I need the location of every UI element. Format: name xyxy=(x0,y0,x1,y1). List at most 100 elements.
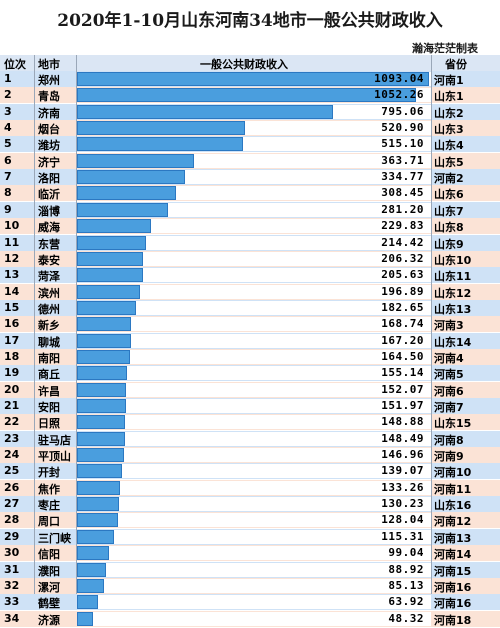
rank-label: 26 xyxy=(4,480,20,494)
value-label: 155.14 xyxy=(381,366,424,380)
province-label: 河南11 xyxy=(434,482,472,496)
table-row: 2 青岛 1052.26 山东1 xyxy=(0,87,500,104)
value-label: 88.92 xyxy=(388,562,424,576)
city-label: 济南 xyxy=(38,106,60,120)
city-label: 临沂 xyxy=(38,188,60,202)
city-label: 青岛 xyxy=(38,90,60,104)
table-row: 9 淄博 281.20 山东7 xyxy=(0,201,500,218)
city-label: 郑州 xyxy=(38,74,60,87)
rank-label: 3 xyxy=(4,104,12,118)
table-row: 31 濮阳 88.92 河南15 xyxy=(0,561,500,578)
city-label: 平顶山 xyxy=(38,450,71,464)
bar-track xyxy=(77,464,431,479)
bar-track xyxy=(77,497,431,512)
bar-track xyxy=(77,219,431,234)
city-label: 济源 xyxy=(38,613,60,627)
bar xyxy=(77,415,125,430)
bar xyxy=(77,251,144,266)
bar-track xyxy=(77,513,431,528)
city-label: 驻马店 xyxy=(38,433,71,447)
value-label: 229.83 xyxy=(381,219,424,233)
rank-label: 29 xyxy=(4,529,20,543)
table-row: 20 许昌 152.07 河南6 xyxy=(0,381,500,398)
city-label: 南阳 xyxy=(38,351,60,365)
province-label: 河南14 xyxy=(434,548,472,562)
value-label: 148.88 xyxy=(381,415,424,429)
table-row: 5 潍坊 515.10 山东4 xyxy=(0,136,500,153)
bar xyxy=(77,88,416,103)
chart-title: 2020年1-10月山东河南34地市一般公共财政收入 xyxy=(57,11,443,31)
province-label: 河南5 xyxy=(434,368,464,382)
bar-track xyxy=(77,72,431,86)
city-label: 威海 xyxy=(38,221,60,235)
province-label: 山东12 xyxy=(434,286,472,300)
rank-label: 19 xyxy=(4,366,20,380)
province-label: 河南18 xyxy=(434,613,472,627)
table-header: 位次 地市 一般公共财政收入 省份 xyxy=(0,55,500,71)
city-label: 安阳 xyxy=(38,401,60,414)
bar xyxy=(77,235,147,250)
bar-track xyxy=(77,431,431,446)
bar xyxy=(77,546,109,561)
table-row: 25 开封 139.07 河南10 xyxy=(0,463,500,480)
city-label: 三门峡 xyxy=(38,531,71,545)
province-label: 山东16 xyxy=(434,499,472,513)
province-label: 山东13 xyxy=(434,302,472,316)
bar-track xyxy=(77,170,431,185)
value-label: 115.31 xyxy=(381,529,424,543)
city-label: 东营 xyxy=(38,237,60,251)
province-label: 山东7 xyxy=(434,204,464,218)
divider-value xyxy=(431,55,432,594)
bar-track xyxy=(77,300,431,315)
value-label: 167.20 xyxy=(381,333,424,347)
table-row: 29 三门峡 115.31 河南13 xyxy=(0,528,500,545)
table-row: 8 临沂 308.45 山东6 xyxy=(0,185,500,202)
rank-label: 11 xyxy=(4,235,20,249)
table-row: 32 漯河 85.13 河南16 xyxy=(0,577,500,594)
bar-track xyxy=(77,235,431,250)
rank-label: 4 xyxy=(4,121,12,135)
table-row: 27 枣庄 130.23 山东16 xyxy=(0,496,500,513)
province-label: 河南15 xyxy=(434,564,472,578)
city-label: 周口 xyxy=(38,515,60,529)
bar-track xyxy=(77,349,431,364)
province-label: 山东15 xyxy=(434,417,472,431)
table-row: 11 东营 214.42 山东9 xyxy=(0,234,500,251)
bar-track xyxy=(77,595,431,610)
province-label: 山东14 xyxy=(434,335,472,349)
bar xyxy=(77,578,105,593)
province-label: 河南6 xyxy=(434,384,464,398)
rank-label: 9 xyxy=(4,202,12,216)
bar xyxy=(77,284,141,299)
table-row: 30 信阳 99.04 河南14 xyxy=(0,545,500,562)
rank-label: 15 xyxy=(4,300,20,314)
province-label: 山东9 xyxy=(434,237,464,251)
rank-label: 24 xyxy=(4,448,20,462)
table-row: 19 商丘 155.14 河南5 xyxy=(0,365,500,382)
province-label: 河南2 xyxy=(434,172,464,186)
province-label: 河南8 xyxy=(434,433,464,447)
province-label: 山东6 xyxy=(434,188,464,202)
value-label: 795.06 xyxy=(381,104,424,118)
value-label: 205.63 xyxy=(381,268,424,282)
table-row: 26 焦作 133.26 河南11 xyxy=(0,479,500,496)
bar xyxy=(77,153,195,168)
city-label: 菏泽 xyxy=(38,270,60,284)
rank-label: 7 xyxy=(4,170,12,184)
bar xyxy=(77,186,177,201)
bar xyxy=(77,497,119,512)
value-label: 151.97 xyxy=(381,399,424,412)
bar xyxy=(77,202,168,217)
value-label: 520.90 xyxy=(381,121,424,135)
bar xyxy=(77,382,126,397)
table-row: 13 菏泽 205.63 山东11 xyxy=(0,267,500,284)
bar-track xyxy=(77,121,431,136)
bar xyxy=(77,529,115,544)
value-label: 363.71 xyxy=(381,153,424,167)
credit-text: 瀚海茫茫制表 xyxy=(412,42,478,55)
header-city: 地市 xyxy=(38,58,60,71)
city-label: 开封 xyxy=(38,466,60,480)
rank-label: 8 xyxy=(4,186,12,200)
rank-label: 22 xyxy=(4,415,20,429)
table-row: 18 南阳 164.50 河南4 xyxy=(0,348,500,365)
